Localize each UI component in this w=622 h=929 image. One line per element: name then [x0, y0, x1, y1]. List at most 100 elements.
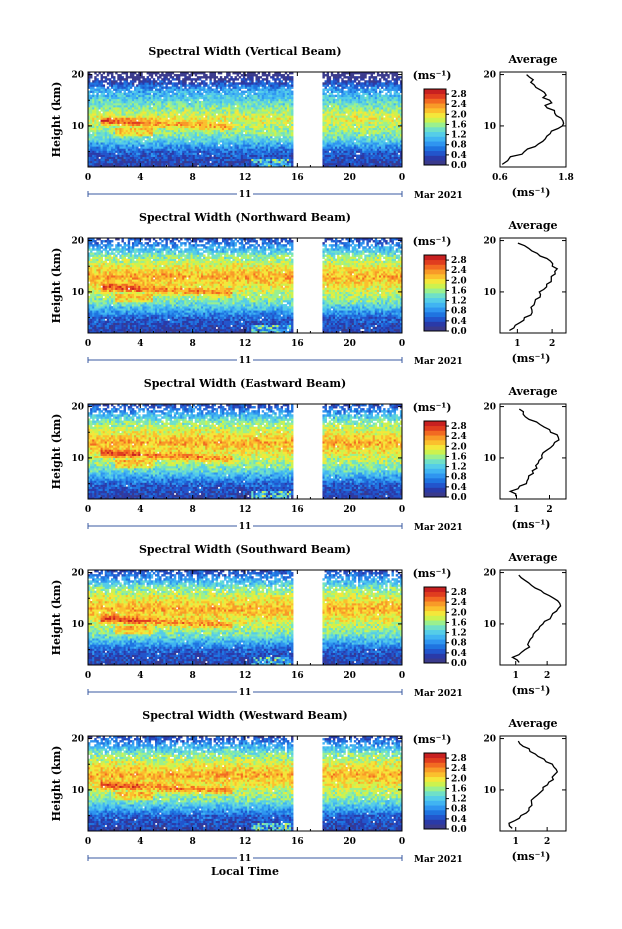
heatmap-cell	[291, 86, 293, 88]
heatmap-cell	[186, 93, 188, 95]
heatmap-cell	[251, 150, 253, 152]
heatmap-cell	[140, 157, 142, 159]
heatmap-cell	[168, 146, 170, 148]
heatmap-cell	[153, 115, 155, 117]
heatmap-cell	[251, 80, 253, 82]
heatmap-cell	[260, 113, 262, 115]
heatmap-cell	[337, 91, 339, 93]
heatmap-cell	[174, 89, 176, 91]
heatmap-cell	[153, 113, 155, 115]
heatmap-cell	[111, 140, 113, 142]
heatmap-cell	[281, 74, 283, 76]
heatmap-cell	[119, 120, 121, 122]
heatmap-cell	[258, 124, 260, 126]
heatmap-cell	[350, 134, 352, 136]
heatmap-cell	[115, 89, 117, 91]
heatmap-cell	[172, 107, 174, 109]
heatmap-cell	[90, 95, 92, 97]
heatmap-cell	[255, 74, 257, 76]
heatmap-cell	[260, 148, 262, 150]
heatmap-cell	[182, 107, 184, 109]
heatmap-cell	[247, 86, 249, 88]
heatmap-cell	[163, 138, 165, 140]
heatmap-cell	[329, 99, 331, 101]
heatmap-cell	[105, 105, 107, 107]
heatmap-cell	[203, 120, 205, 122]
heatmap-cell	[218, 93, 220, 95]
heatmap-cell	[331, 157, 333, 159]
heatmap-cell	[159, 140, 161, 142]
heatmap-cell	[352, 126, 354, 128]
heatmap-cell	[174, 146, 176, 148]
heatmap-cell	[230, 140, 232, 142]
heatmap-cell	[278, 95, 280, 97]
heatmap-cell	[335, 95, 337, 97]
heatmap-cell	[220, 115, 222, 117]
heatmap-cell	[348, 93, 350, 95]
heatmap-cell	[226, 132, 228, 134]
heatmap-cell	[283, 103, 285, 105]
heatmap-cell	[331, 80, 333, 82]
heatmap-cell	[214, 89, 216, 91]
heatmap-cell	[197, 117, 199, 119]
heatmap-cell	[103, 136, 105, 138]
heatmap-cell	[262, 86, 264, 88]
heatmap-cell	[325, 122, 327, 124]
heatmap-cell	[140, 142, 142, 144]
heatmap-cell	[260, 161, 262, 163]
heatmap-cell	[331, 148, 333, 150]
heatmap-cell	[262, 120, 264, 122]
heatmap-cell	[329, 146, 331, 148]
heatmap-cell	[103, 97, 105, 99]
heatmap-cell	[134, 107, 136, 109]
heatmap-cell	[92, 115, 94, 117]
heatmap-cell	[289, 122, 291, 124]
heatmap-cell	[243, 103, 245, 105]
heatmap-cell	[105, 109, 107, 111]
heatmap-cell	[203, 144, 205, 146]
heatmap-cell	[197, 153, 199, 155]
heatmap-cell	[176, 148, 178, 150]
heatmap-cell	[260, 105, 262, 107]
heatmap-cell	[266, 138, 268, 140]
heatmap-cell	[107, 122, 109, 124]
heatmap-cell	[272, 142, 274, 144]
heatmap-cell	[258, 103, 260, 105]
heatmap-cell	[98, 89, 100, 91]
heatmap-cell	[90, 159, 92, 161]
heatmap-cell	[136, 146, 138, 148]
heatmap-cell	[278, 107, 280, 109]
heatmap-cell	[241, 111, 243, 113]
heatmap-cell	[142, 153, 144, 155]
heatmap-cell	[142, 157, 144, 159]
heatmap-cell	[153, 163, 155, 165]
heatmap-cell	[132, 99, 134, 101]
heatmap-cell	[253, 146, 255, 148]
heatmap-cell	[348, 134, 350, 136]
heatmap-cell	[186, 128, 188, 130]
heatmap-cell	[159, 74, 161, 76]
heatmap-cell	[128, 132, 130, 134]
heatmap-cell	[98, 150, 100, 152]
heatmap-cell	[251, 113, 253, 115]
heatmap-cell	[121, 144, 123, 146]
heatmap-cell	[161, 136, 163, 138]
heatmap-cell	[270, 91, 272, 93]
heatmap-cell	[339, 122, 341, 124]
heatmap-cell	[170, 115, 172, 117]
heatmap-cell	[341, 86, 343, 88]
heatmap-cell	[124, 103, 126, 105]
heatmap-cell	[142, 128, 144, 130]
heatmap-cell	[172, 84, 174, 86]
heatmap-cell	[172, 111, 174, 113]
heatmap-cell	[126, 86, 128, 88]
heatmap-cell	[341, 136, 343, 138]
heatmap-cell	[94, 130, 96, 132]
heatmap-cell	[180, 140, 182, 142]
heatmap-cell	[170, 111, 172, 113]
heatmap-cell	[247, 153, 249, 155]
heatmap-cell	[96, 86, 98, 88]
heatmap-cell	[205, 134, 207, 136]
heatmap-cell	[258, 161, 260, 163]
heatmap-cell	[128, 140, 130, 142]
